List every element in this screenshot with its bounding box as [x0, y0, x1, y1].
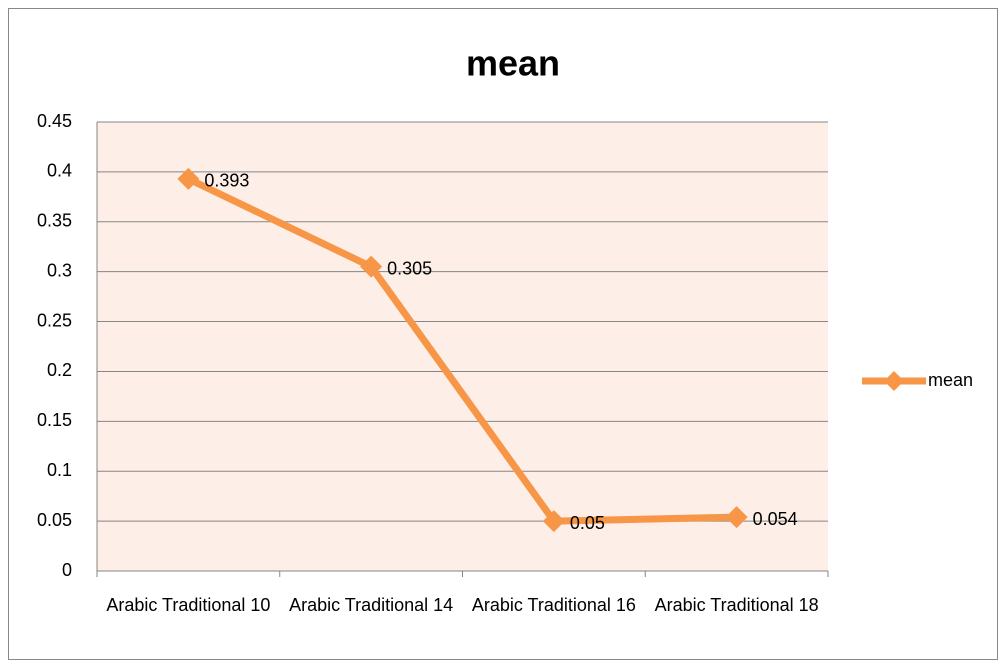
- y-tick-label: 0.05: [37, 510, 72, 530]
- y-tick-label: 0.25: [37, 310, 72, 330]
- legend-marker: [884, 371, 904, 391]
- marker: [360, 255, 383, 278]
- x-tick-label: Arabic Traditional 18: [654, 595, 819, 615]
- data-label: 0.05: [570, 513, 605, 533]
- y-tick-label: 0: [62, 560, 72, 580]
- legend-label: mean: [928, 370, 973, 390]
- y-tick-label: 0.3: [47, 260, 72, 280]
- y-tick-label: 0.4: [47, 161, 72, 181]
- x-tick-label: Arabic Traditional 16: [471, 595, 636, 615]
- data-label: 0.054: [753, 509, 798, 529]
- x-tick-label: Arabic Traditional 14: [289, 595, 454, 615]
- marker: [725, 506, 748, 529]
- y-tick-label: 0.15: [37, 410, 72, 430]
- marker: [177, 167, 200, 190]
- x-tick-label: Arabic Traditional 10: [106, 595, 271, 615]
- chart-title: mean: [466, 43, 560, 84]
- y-tick-label: 0.1: [47, 460, 72, 480]
- line: [186, 175, 737, 525]
- y-tick-label: 0.35: [37, 211, 72, 231]
- marker: [542, 510, 565, 533]
- y-tick-label: 0.2: [47, 360, 72, 380]
- data-label: 0.305: [387, 258, 432, 278]
- y-tick-label: 0.45: [37, 111, 72, 131]
- data-label: 0.393: [204, 171, 249, 191]
